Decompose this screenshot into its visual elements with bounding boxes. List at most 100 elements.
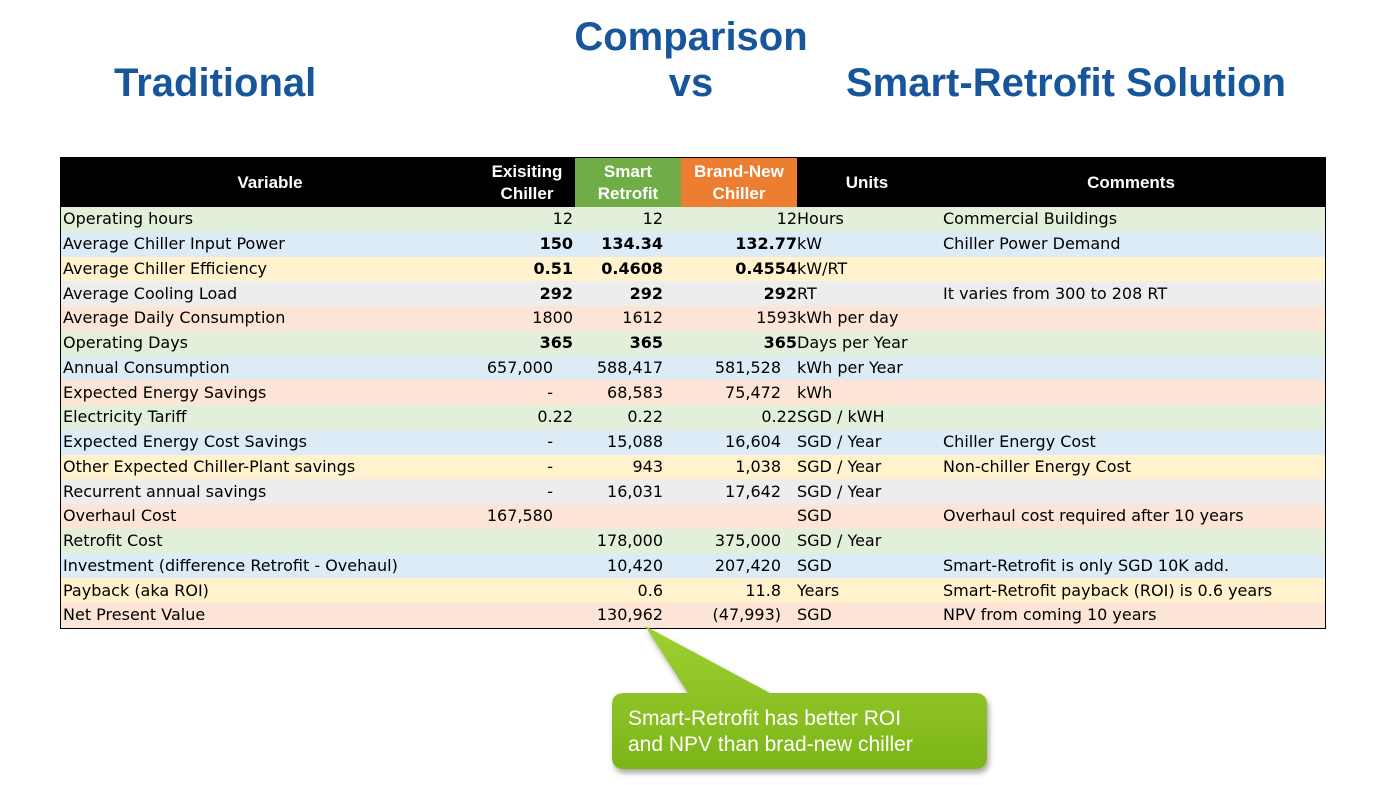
callout-text: Smart-Retrofit has better ROI and NPV th… [628, 706, 968, 758]
cell-smart-retrofit: 0.4608 [601, 258, 663, 278]
cell-existing: - [547, 481, 553, 501]
callout-line2: and NPV than brad-new chiller [628, 733, 913, 756]
cell-units: RT [797, 283, 817, 303]
title-vs: vs [668, 61, 714, 105]
cell-variable: Average Daily Consumption [63, 308, 286, 328]
cell-units: SGD / Year [797, 531, 882, 551]
cell-smart-retrofit [575, 504, 681, 529]
cell-units: Days per Year [797, 333, 908, 353]
cell-existing: 12 [552, 209, 573, 229]
cell-brand-new: 11.8 [745, 580, 781, 600]
cell-units: Hours [797, 209, 844, 229]
header-units: Units [797, 158, 937, 207]
cell-smart-retrofit: 68,583 [607, 382, 663, 402]
cell-units: kWh per day [797, 308, 899, 328]
cell-comment: It varies from 300 to 208 RT [943, 283, 1168, 303]
cell-variable: Net Present Value [63, 605, 206, 625]
table-row: Retrofit Cost 178,000 375,000 SGD / Year [61, 528, 1325, 554]
cell-comment: Chiller Power Demand [943, 234, 1121, 254]
cell-brand-new: 0.22 [761, 407, 797, 427]
cell-comment [937, 257, 1325, 282]
cell-comment: Non-chiller Energy Cost [943, 456, 1132, 476]
table-row: Average Chiller Input Power 150 134.34 132.… [61, 231, 1325, 257]
cell-smart-retrofit: 292 [629, 283, 663, 303]
title-comparison: Comparison [574, 15, 808, 59]
cell-brand-new: 1,038 [735, 456, 781, 476]
cell-smart-retrofit: 178,000 [596, 531, 663, 551]
table-row: Electricity Tariff 0.22 0.22 0.22 SGD / kWH [61, 405, 1325, 430]
header-brand-line1: Brand-New [694, 161, 784, 181]
cell-smart-retrofit: 130,962 [596, 605, 663, 625]
header-existing-chiller: Exisiting Chiller [479, 158, 575, 207]
header-smart-line2: Retrofit [597, 183, 659, 203]
cell-variable: Annual Consumption [63, 357, 230, 377]
cell-smart-retrofit: 0.6 [637, 580, 663, 600]
cell-comment: Commercial Buildings [943, 209, 1118, 229]
header-existing-line1: Exisiting [491, 161, 563, 181]
cell-existing: 365 [539, 333, 573, 353]
table-row: Overhaul Cost 167,580 SGD Overhaul cost req… [61, 504, 1325, 529]
cell-smart-retrofit: 1612 [622, 308, 663, 328]
cell-units: SGD / Year [797, 481, 882, 501]
table-row: Expected Energy Cost Savings - 15,088 16,60… [61, 429, 1325, 455]
cell-variable: Expected Energy Savings [63, 382, 267, 402]
cell-existing: - [547, 456, 553, 476]
cell-existing: 0.22 [537, 407, 573, 427]
cell-comment: NPV from coming 10 years [943, 605, 1157, 625]
cell-existing: 0.51 [533, 258, 573, 278]
cell-brand-new: 207,420 [714, 555, 781, 575]
cell-smart-retrofit: 15,088 [607, 432, 663, 452]
header-smart-line1: Smart [603, 161, 653, 181]
cell-existing: 292 [539, 283, 573, 303]
table-row: Payback (aka ROI) 0.6 11.8 Years Smart-Retro… [61, 578, 1325, 603]
table-row: Operating Days 365 365 365 Days per Year [61, 330, 1325, 356]
cell-comment: Chiller Energy Cost [943, 432, 1096, 452]
cell-brand-new: 12 [776, 209, 797, 229]
cell-variable: Expected Energy Cost Savings [63, 432, 307, 452]
table-row: Net Present Value 130,962 (47,993) SGD NPV f… [61, 603, 1325, 628]
cell-existing [479, 603, 575, 628]
cell-units: kWh per Year [797, 357, 903, 377]
cell-existing: 150 [539, 234, 573, 254]
cell-existing [479, 529, 575, 554]
cell-variable: Average Chiller Input Power [63, 234, 285, 254]
cell-units: Years [797, 580, 840, 600]
cell-brand-new [681, 504, 797, 529]
title-smart-retrofit: Smart-Retrofit Solution [846, 61, 1286, 105]
cell-brand-new: 292 [763, 283, 797, 303]
table-row: Expected Energy Savings - 68,583 75,472 kWh [61, 380, 1325, 405]
title-traditional: Traditional [114, 61, 317, 105]
table-row: Other Expected Chiller-Plant savings - 943… [61, 454, 1325, 480]
header-brand-new-chiller: Brand-New Chiller [681, 158, 797, 207]
cell-variable: Payback (aka ROI) [63, 580, 209, 600]
cell-variable: Average Cooling Load [63, 283, 238, 303]
cell-brand-new: 75,472 [725, 382, 781, 402]
table-row: Annual Consumption 657,000 588,417 581,528 k… [61, 355, 1325, 381]
cell-comment [937, 356, 1325, 381]
header-existing-line2: Chiller [500, 183, 554, 203]
cell-existing: 657,000 [486, 357, 553, 377]
cell-brand-new: 17,642 [725, 481, 781, 501]
cell-variable: Overhaul Cost [63, 506, 177, 526]
cell-smart-retrofit: 943 [632, 456, 663, 476]
callout-line1: Smart-Retrofit has better ROI [628, 707, 902, 730]
cell-comment [937, 306, 1325, 331]
cell-variable: Average Chiller Efficiency [63, 258, 268, 278]
cell-units: kW/RT [797, 258, 848, 278]
cell-smart-retrofit: 588,417 [596, 357, 663, 377]
cell-variable: Investment (difference Retrofit - Ovehau… [63, 555, 398, 575]
cell-existing: - [547, 432, 553, 452]
cell-variable: Operating hours [63, 209, 194, 229]
cell-brand-new: (47,993) [712, 605, 781, 625]
cell-units: SGD [797, 506, 832, 526]
cell-brand-new: 581,528 [714, 357, 781, 377]
cell-comment: Smart-Retrofit is only SGD 10K add. [943, 555, 1230, 575]
table-row: Investment (difference Retrofit - Ovehau… [61, 553, 1325, 579]
cell-variable: Other Expected Chiller-Plant savings [63, 456, 356, 476]
table-row: Average Daily Consumption 1800 1612 1593 kWh… [61, 306, 1325, 331]
cell-comment [937, 331, 1325, 356]
cell-variable: Recurrent annual savings [63, 481, 267, 501]
cell-smart-retrofit: 134.34 [601, 234, 663, 254]
header-smart-retrofit: Smart Retrofit [575, 158, 681, 207]
table-row: Recurrent annual savings - 16,031 17,642 SGD… [61, 479, 1325, 504]
